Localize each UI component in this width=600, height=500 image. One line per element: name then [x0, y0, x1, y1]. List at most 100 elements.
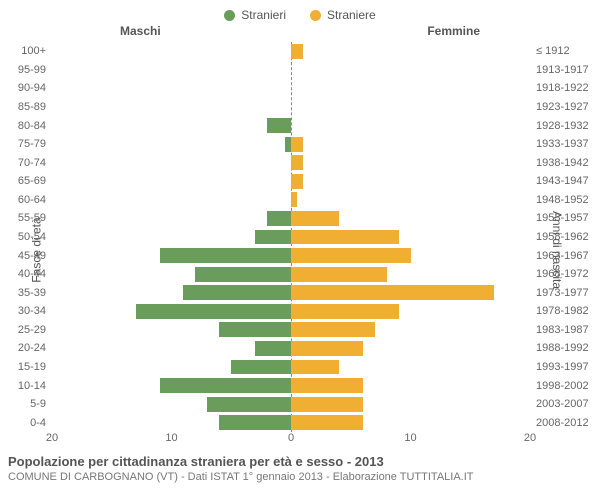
- bar-female: [291, 341, 363, 356]
- bar-male: [183, 285, 291, 300]
- bar-male: [160, 248, 291, 263]
- bar-male: [231, 360, 291, 375]
- bar-row: 45-491963-1967: [52, 246, 530, 265]
- birth-year-label: 1923-1927: [530, 101, 589, 113]
- x-axis: 201001020: [52, 432, 530, 448]
- bar-row: 60-641948-1952: [52, 191, 530, 210]
- birth-year-label: 1953-1957: [530, 212, 589, 224]
- birth-year-label: 1958-1962: [530, 231, 589, 243]
- legend-circle-stranieri: [224, 10, 235, 21]
- age-label: 25-29: [18, 324, 52, 336]
- x-tick: 20: [524, 432, 536, 444]
- x-tick: 10: [165, 432, 177, 444]
- bar-row: 90-941918-1922: [52, 79, 530, 98]
- bar-row: 55-591953-1957: [52, 209, 530, 228]
- bar-male: [255, 230, 291, 245]
- chart-footer: Popolazione per cittadinanza straniera p…: [0, 448, 600, 483]
- bar-female: [291, 211, 339, 226]
- bar-row: 20-241988-1992: [52, 339, 530, 358]
- birth-year-label: 1988-1992: [530, 342, 589, 354]
- bar-female: [291, 248, 411, 263]
- bar-female: [291, 155, 303, 170]
- age-label: 75-79: [18, 138, 52, 150]
- bar-row: 50-541958-1962: [52, 228, 530, 247]
- birth-year-label: 1973-1977: [530, 287, 589, 299]
- age-label: 85-89: [18, 101, 52, 113]
- bar-female: [291, 397, 363, 412]
- bar-row: 65-691943-1947: [52, 172, 530, 191]
- bar-row: 5-92003-2007: [52, 395, 530, 414]
- bar-row: 100+≤ 1912: [52, 42, 530, 61]
- bar-row: 40-441968-1972: [52, 265, 530, 284]
- birth-year-label: 2003-2007: [530, 398, 589, 410]
- bar-male: [160, 378, 291, 393]
- legend-circle-straniere: [310, 10, 321, 21]
- bar-row: 25-291983-1987: [52, 321, 530, 340]
- birth-year-label: 1963-1967: [530, 250, 589, 262]
- age-label: 50-54: [18, 231, 52, 243]
- age-label: 55-59: [18, 212, 52, 224]
- bar-female: [291, 322, 375, 337]
- age-label: 95-99: [18, 64, 52, 76]
- plot-area: 100+≤ 191295-991913-191790-941918-192285…: [52, 42, 530, 432]
- legend: Stranieri Straniere: [0, 0, 600, 24]
- bar-row: 0-42008-2012: [52, 413, 530, 432]
- age-label: 15-19: [18, 361, 52, 373]
- bar-female: [291, 304, 399, 319]
- age-label: 90-94: [18, 82, 52, 94]
- column-headers: Maschi Femmine: [0, 24, 600, 42]
- age-label: 65-69: [18, 175, 52, 187]
- birth-year-label: 1978-1982: [530, 305, 589, 317]
- birth-year-label: 1968-1972: [530, 268, 589, 280]
- age-label: 70-74: [18, 157, 52, 169]
- bar-female: [291, 415, 363, 430]
- bar-row: 95-991913-1917: [52, 61, 530, 80]
- chart-title: Popolazione per cittadinanza straniera p…: [8, 454, 592, 469]
- birth-year-label: 1933-1937: [530, 138, 589, 150]
- header-femmine: Femmine: [427, 24, 480, 38]
- bar-female: [291, 230, 399, 245]
- bar-row: 15-191993-1997: [52, 358, 530, 377]
- age-label: 100+: [21, 45, 52, 57]
- birth-year-label: 1928-1932: [530, 120, 589, 132]
- bar-row: 75-791933-1937: [52, 135, 530, 154]
- bar-row: 70-741938-1942: [52, 153, 530, 172]
- birth-year-label: 1913-1917: [530, 64, 589, 76]
- legend-item-stranieri: Stranieri: [224, 6, 286, 24]
- age-label: 0-4: [30, 417, 52, 429]
- bar-male: [267, 118, 291, 133]
- header-maschi: Maschi: [120, 24, 161, 38]
- pyramid-chart: Stranieri Straniere Maschi Femmine Fasce…: [0, 0, 600, 500]
- birth-year-label: 1938-1942: [530, 157, 589, 169]
- bar-female: [291, 44, 303, 59]
- bar-male: [219, 415, 291, 430]
- birth-year-label: 2008-2012: [530, 417, 589, 429]
- bar-row: 10-141998-2002: [52, 376, 530, 395]
- birth-year-label: 1943-1947: [530, 175, 589, 187]
- birth-year-label: 1983-1987: [530, 324, 589, 336]
- bar-male: [219, 322, 291, 337]
- birth-year-label: 1998-2002: [530, 380, 589, 392]
- bar-row: 85-891923-1927: [52, 98, 530, 117]
- age-label: 35-39: [18, 287, 52, 299]
- age-label: 80-84: [18, 120, 52, 132]
- age-label: 5-9: [30, 398, 52, 410]
- birth-year-label: ≤ 1912: [530, 45, 570, 57]
- bar-male: [207, 397, 291, 412]
- age-label: 40-44: [18, 268, 52, 280]
- bar-male: [267, 211, 291, 226]
- bar-male: [255, 341, 291, 356]
- birth-year-label: 1993-1997: [530, 361, 589, 373]
- bar-row: 30-341978-1982: [52, 302, 530, 321]
- bar-female: [291, 360, 339, 375]
- legend-label-stranieri: Stranieri: [241, 8, 286, 22]
- bar-female: [291, 192, 297, 207]
- age-label: 10-14: [18, 380, 52, 392]
- age-label: 20-24: [18, 342, 52, 354]
- bar-female: [291, 267, 387, 282]
- age-label: 45-49: [18, 250, 52, 262]
- bar-female: [291, 137, 303, 152]
- bar-row: 80-841928-1932: [52, 116, 530, 135]
- bar-female: [291, 174, 303, 189]
- legend-label-straniere: Straniere: [327, 8, 376, 22]
